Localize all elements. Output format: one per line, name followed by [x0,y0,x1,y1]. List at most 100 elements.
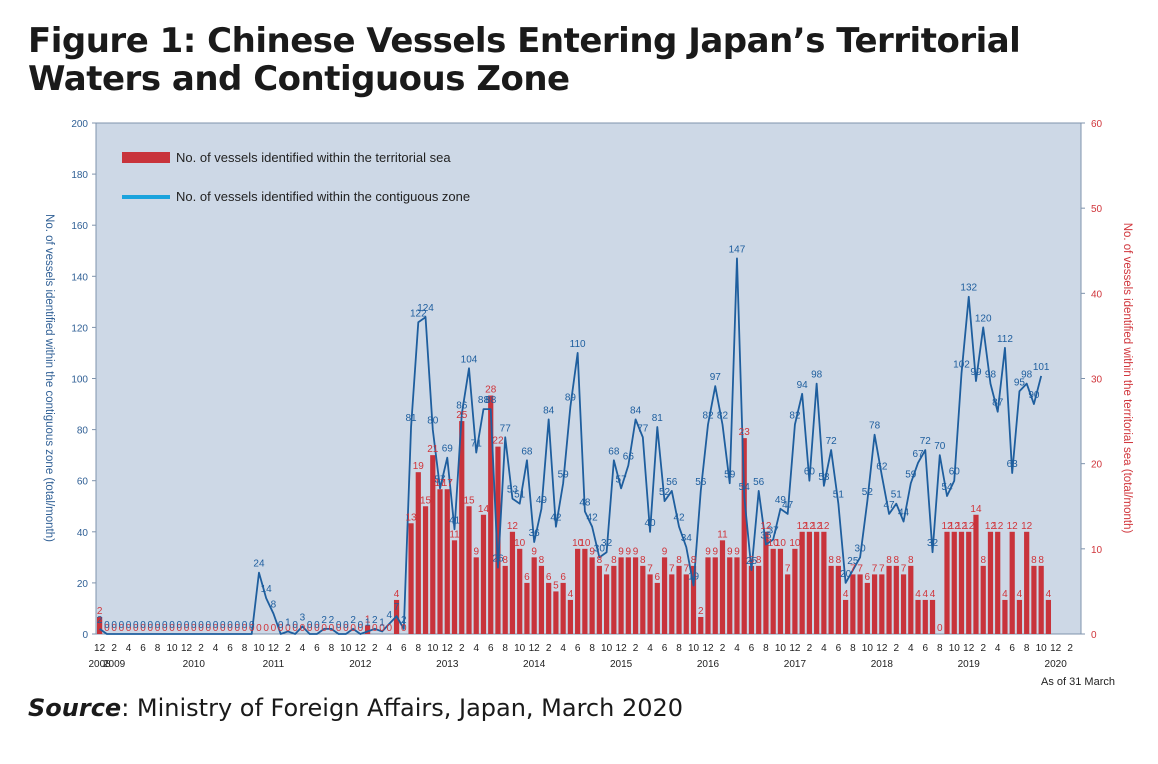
bar-value-label: 7 [669,563,675,574]
bar-value-label: 0 [234,623,240,634]
bar-value-label: 0 [169,623,175,634]
bar-value-label: 0 [372,623,378,634]
month-tick-label: 8 [676,643,682,654]
line-value-label: 77 [500,423,512,434]
bar-value-label: 0 [343,623,349,634]
territorial-bar [502,565,508,634]
line-value-label: 132 [960,283,977,294]
month-tick-label: 6 [227,643,233,654]
bar-value-label: 4 [1046,589,1052,600]
line-value-label: 0 [205,620,211,631]
territorial-bar [995,531,1001,634]
line-value-label: 32 [601,538,613,549]
territorial-bar [712,557,718,634]
line-value-label: 88 [485,395,497,406]
line-value-label: 42 [587,513,599,524]
bar-value-label: 12 [507,521,519,532]
bar-value-label: 10 [789,538,801,549]
bar-value-label: 2 [698,606,704,617]
line-value-label: 98 [1021,370,1033,381]
month-tick-label: 6 [575,643,581,654]
bar-value-label: 12 [949,521,961,532]
bar-value-label: 9 [473,546,479,557]
territorial-bar [618,557,624,634]
line-value-label: 87 [992,398,1004,409]
month-tick-label: 10 [427,643,439,654]
bar-value-label: 0 [321,623,327,634]
bar-value-label: 17 [434,478,446,489]
month-tick-label: 12 [876,643,888,654]
month-tick-label: 6 [922,643,928,654]
territorial-bar [966,531,972,634]
bar-value-label: 9 [727,546,733,557]
bar-value-label: 25 [456,410,468,421]
line-value-label: 54 [941,482,953,493]
bar-value-label: 12 [1007,521,1019,532]
line-value-label: 32 [927,538,939,549]
month-tick-label: 4 [908,643,914,654]
bar-value-label: 4 [930,589,936,600]
territorial-bar [1002,599,1008,634]
territorial-bar [1031,565,1037,634]
line-value-label: 0 [184,620,190,631]
line-value-label: 14 [261,584,273,595]
territorial-bar [589,557,595,634]
bar-value-label: 8 [828,555,834,566]
bar-value-label: 0 [227,623,233,634]
month-tick-label: 2 [198,643,204,654]
line-value-label: 94 [797,380,809,391]
as-of-note: As of 31 March [1041,676,1115,688]
line-value-label: 84 [630,405,642,416]
month-tick-label: 12 [1050,643,1062,654]
bar-value-label: 0 [329,623,335,634]
bar-value-label: 8 [749,555,755,566]
bar-value-label: 12 [1021,521,1033,532]
bar-value-label: 10 [768,538,780,549]
left-tick-label: 100 [71,375,88,386]
territorial-bar [495,446,501,634]
month-tick-label: 6 [140,643,146,654]
bar-value-label: 2 [97,606,103,617]
month-tick-label: 6 [662,643,668,654]
territorial-bar [777,548,784,634]
bar-value-label: 0 [278,623,284,634]
bar-value-label: 7 [604,563,610,574]
line-value-label: 110 [570,339,586,350]
bar-value-label: 0 [155,623,161,634]
right-tick-label: 10 [1091,545,1103,556]
territorial-bar [408,523,414,634]
bar-value-label: 0 [148,623,154,634]
line-value-label: 71 [471,439,483,450]
line-value-label: 54 [739,482,751,493]
territorial-bar [480,514,487,634]
month-tick-label: 2 [720,643,726,654]
territorial-bar [625,557,631,634]
territorial-bar [785,574,791,634]
bar-value-label: 23 [739,427,751,438]
line-value-label: 2 [350,615,356,626]
line-value-label: 24 [253,559,265,570]
territorial-bar [705,557,711,634]
bar-value-label: 12 [992,521,1004,532]
line-value-label: 0 [133,620,139,631]
month-tick-label: 10 [514,643,526,654]
line-value-label: 0 [104,620,110,631]
line-value-label: 0 [314,620,320,631]
line-value-label: 0 [198,620,204,631]
bar-value-label: 12 [811,521,823,532]
year-label: 2014 [523,659,546,670]
bar-value-label: 9 [531,546,537,557]
line-value-label: 0 [177,620,183,631]
bar-value-label: 4 [922,589,928,600]
territorial-bar [908,565,914,634]
line-value-label: 68 [521,446,533,457]
territorial-bar [814,531,820,634]
bar-value-label: 8 [691,555,697,566]
line-value-label: 0 [358,620,364,631]
contiguous-zone-series [99,257,1043,635]
month-tick-label: 4 [734,643,740,654]
line-value-label: 60 [949,467,961,478]
contiguous-zone-line [99,257,1043,635]
line-value-label: 67 [912,449,924,460]
territorial-bar [756,565,762,634]
